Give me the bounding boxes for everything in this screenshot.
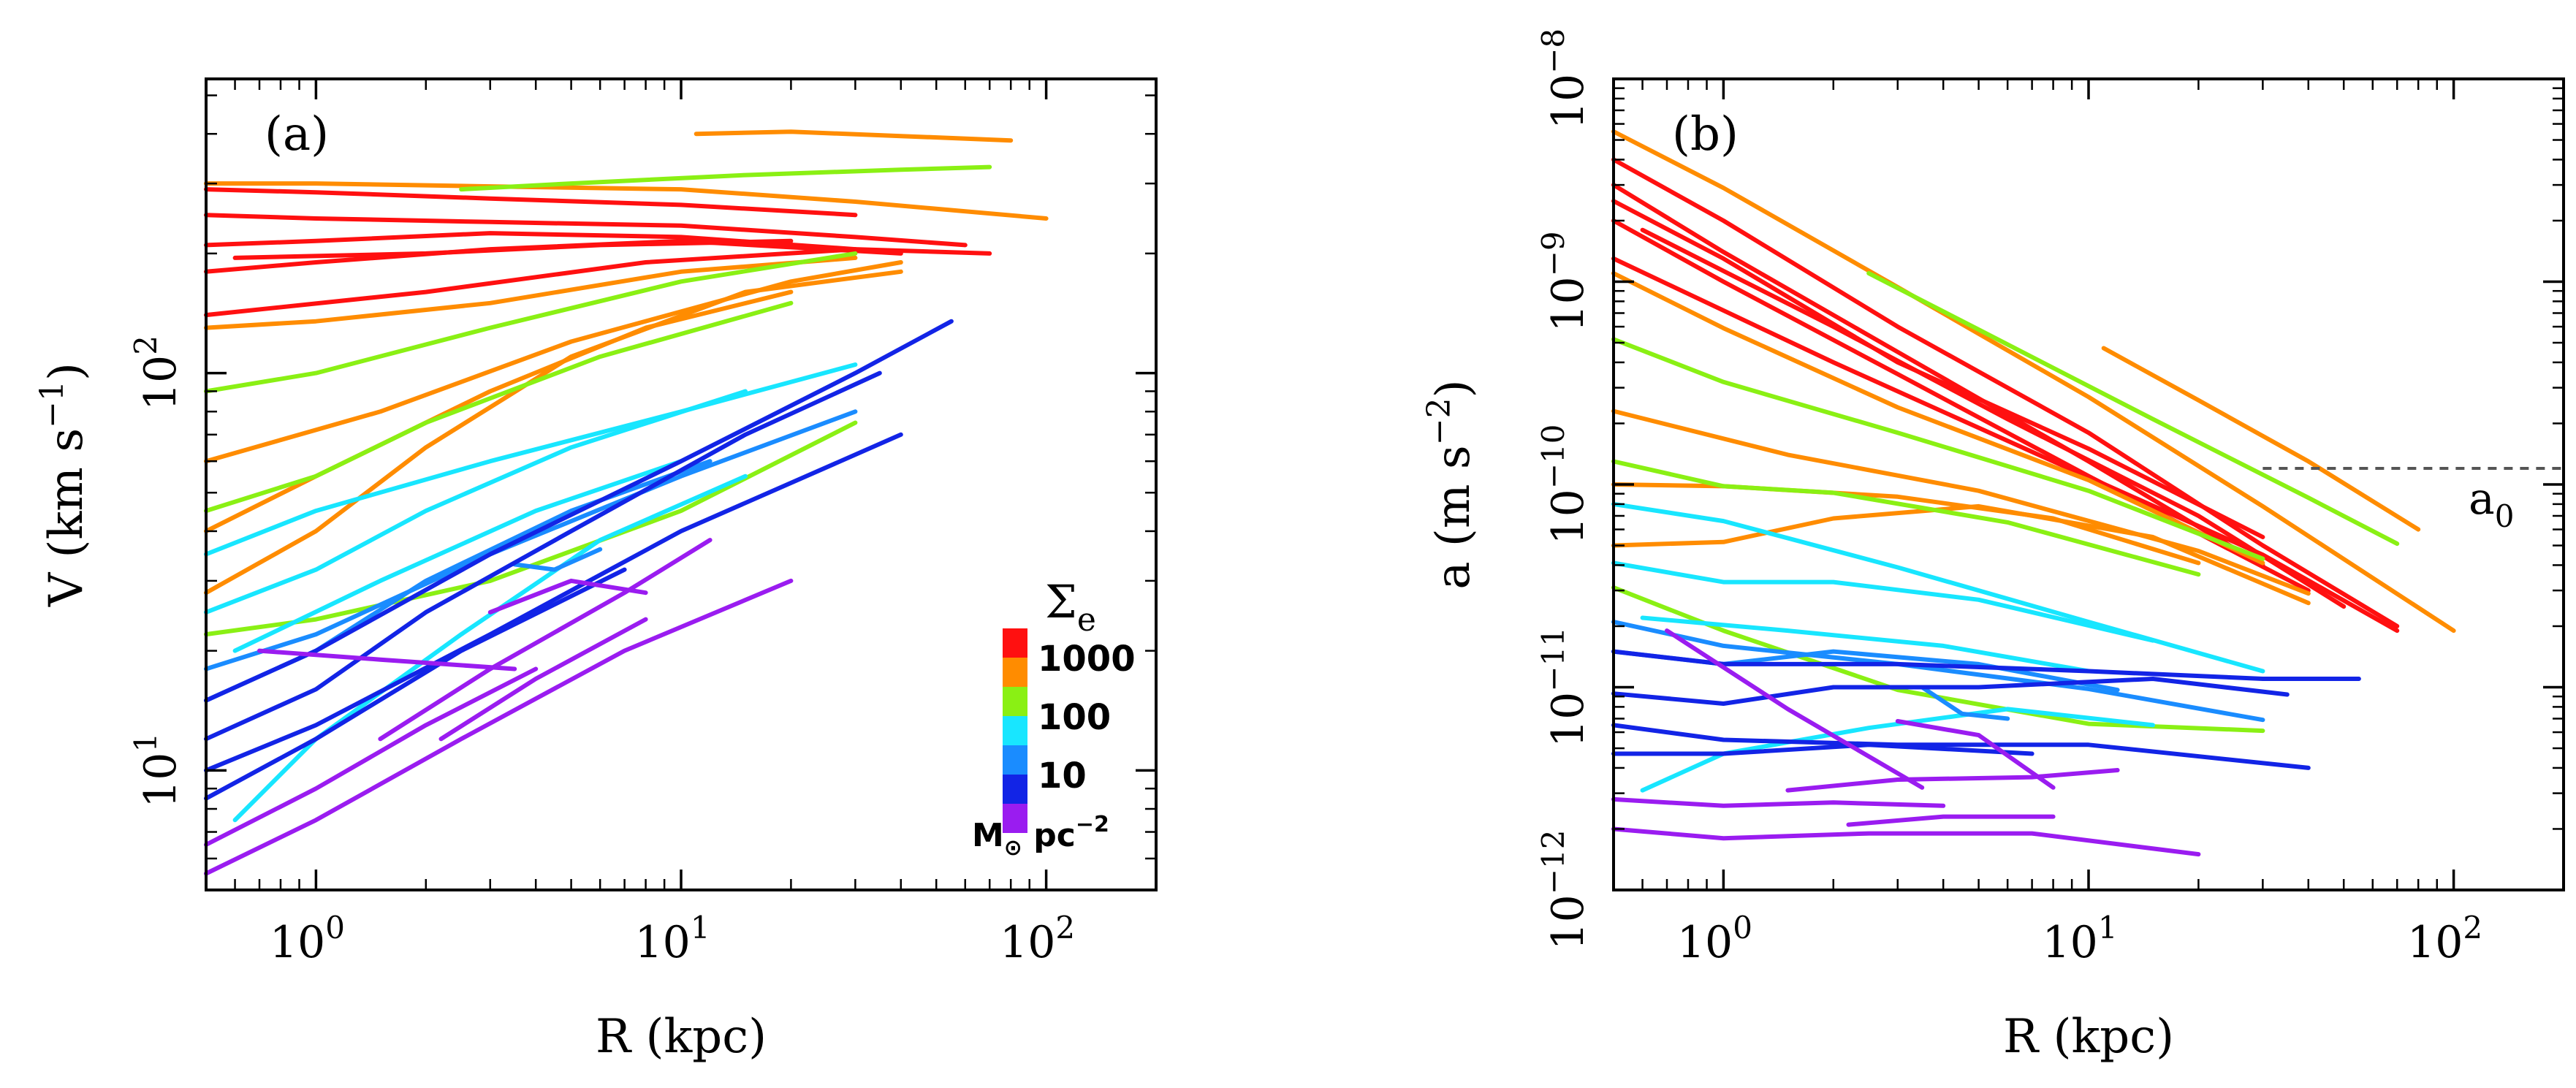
legend-swatch-lt10 (1003, 804, 1027, 833)
x-tick-label: 100 (270, 910, 345, 968)
rotation-curve-lt10 (378, 538, 713, 742)
rotation-curve-1000to3000 (1611, 271, 2265, 566)
panel-b-xlabel: R (kpc) (2003, 1010, 2174, 1064)
a0-label: a0 (2469, 473, 2515, 534)
legend-label-100: 100 (1038, 697, 1111, 738)
y-tick-label: 102 (128, 335, 186, 411)
y-tick-label: 10−8 (1535, 28, 1594, 129)
rotation-curve-lt10 (257, 648, 517, 672)
panel-b-frame (1612, 77, 2565, 891)
legend-swatch-30to100 (1003, 745, 1027, 775)
rotation-curve-30to100 (512, 547, 603, 572)
rotation-curve-lt10 (1611, 796, 1946, 808)
rotation-curve-lt10 (204, 666, 539, 847)
rotation-curve-1000to3000 (1611, 408, 2311, 596)
legend-label-1000: 1000 (1038, 639, 1136, 680)
legend-color-bar (1003, 628, 1027, 833)
x-tick-label: 101 (634, 910, 710, 968)
rotation-curve-gt3000 (1640, 227, 2347, 609)
legend-surface-density: Σe 1000 100 10 M⊙ pc−2 (972, 575, 1136, 861)
panel-b-ylabel: a (m s−2) (1421, 379, 1481, 589)
rotation-curve-lt10 (1846, 814, 2056, 827)
rotation-curve-1000to3000 (694, 129, 1014, 143)
rotation-curve-10to30 (204, 319, 954, 703)
rotation-curve-300to1000 (204, 420, 858, 637)
panel-a-label: (a) (265, 107, 329, 161)
panel-a-ylabel: V (km s−1) (34, 362, 94, 607)
rotation-curve-100to300 (232, 473, 748, 823)
rotation-curve-100to300 (232, 459, 683, 653)
x-tick-label: 101 (2042, 910, 2117, 968)
rotation-curve-300to1000 (204, 251, 858, 394)
rotation-curve-lt10 (204, 578, 794, 876)
rotation-curve-gt3000 (204, 247, 992, 318)
panel-a-frame (205, 77, 1158, 891)
rotation-curve-300to1000 (1866, 271, 2400, 547)
rotation-curve-gt3000 (204, 187, 858, 218)
rotation-curve-10to30 (204, 370, 882, 742)
panel-a-rotation-curves: 100 101 102 101 102 (a) R (kpc) V (km s−1) Σ… (34, 77, 1158, 1064)
legend-swatch-300to1000 (1003, 687, 1027, 716)
rotation-curve-1000to3000 (204, 260, 903, 464)
rotation-curve-300to1000 (1611, 337, 2265, 561)
legend-label-10: 10 (1038, 756, 1087, 796)
rotation-curve-1000to3000 (1611, 503, 2311, 606)
x-tick-label: 100 (1677, 910, 1752, 968)
rotation-curve-100to300 (1640, 615, 2091, 674)
rotation-curve-1000to3000 (204, 255, 858, 330)
panel-b-tick-labels: 100 101 102 10−12 10−11 10−10 10−9 10−8 (1535, 28, 2482, 968)
y-tick-label: 10−10 (1535, 425, 1594, 545)
rotation-curve-lt10 (487, 578, 648, 615)
x-tick-label: 102 (2407, 910, 2482, 968)
y-tick-label: 10−9 (1535, 231, 1594, 332)
rotation-curve-10to30 (1611, 742, 2034, 756)
legend-swatch-1000to3000 (1003, 658, 1027, 687)
panel-b-label: (b) (1672, 107, 1739, 161)
legend-swatch-gt3000 (1003, 628, 1027, 658)
rotation-curve-1000to3000 (204, 289, 794, 533)
panel-a-tick-labels: 100 101 102 101 102 (128, 335, 1075, 968)
y-tick-label: 101 (128, 733, 186, 808)
rotation-curve-1000to3000 (1611, 129, 2456, 634)
rotation-curve-300to1000 (459, 164, 992, 192)
rotation-curve-100to300 (1640, 707, 2155, 793)
rotation-curve-10to30 (1611, 649, 2361, 681)
panel-a-curves (204, 129, 1049, 876)
legend-swatch-10to30 (1003, 775, 1027, 804)
rotation-curve-300to1000 (1611, 459, 2201, 577)
panel-b-ticks (1612, 77, 2565, 891)
panel-b-curves (1611, 129, 2456, 857)
rotation-curve-lt10 (1611, 826, 2201, 857)
rotation-curve-100to300 (1611, 560, 2155, 643)
rotation-curve-lt10 (1785, 768, 2120, 793)
rotation-curve-1000to3000 (2101, 346, 2421, 532)
rotation-curve-gt3000 (204, 213, 968, 248)
rotation-curve-100to300 (204, 389, 748, 615)
rotation-curve-lt10 (1665, 628, 1925, 790)
legend-title: Σe (1045, 575, 1096, 639)
legend-unit: M⊙ pc−2 (972, 812, 1109, 861)
rotation-curve-lt10 (438, 617, 648, 742)
y-tick-label: 10−12 (1535, 830, 1594, 951)
legend-swatch-100to300 (1003, 716, 1027, 745)
panel-a-xlabel: R (kpc) (596, 1010, 767, 1064)
rotation-curve-30to100 (1920, 685, 2010, 721)
x-tick-label: 102 (1000, 910, 1075, 968)
rotation-curve-30to100 (1611, 620, 2265, 723)
rotation-curve-gt3000 (1611, 183, 2265, 568)
rotation-curve-100to300 (204, 362, 858, 557)
rotation-curve-1000to3000 (1611, 482, 2201, 566)
rotation-curve-gt3000 (232, 238, 794, 260)
rotation-curve-lt10 (1895, 719, 2056, 790)
y-tick-label: 10−11 (1535, 627, 1594, 747)
rotation-curve-gt3000 (1611, 256, 2400, 634)
rotation-curve-10to30 (204, 567, 627, 801)
rotation-curve-1000to3000 (204, 181, 1049, 221)
rotation-curve-10to30 (1611, 677, 2290, 706)
rotation-curve-gt3000 (1611, 157, 2400, 628)
rotation-curve-300to1000 (204, 300, 794, 514)
